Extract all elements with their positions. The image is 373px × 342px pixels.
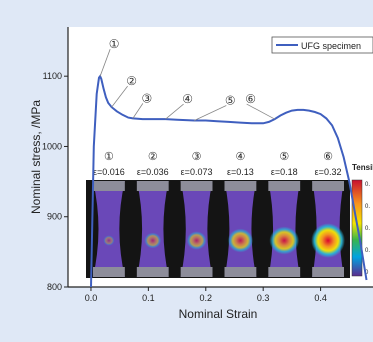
inset-panel-strain: ε=0.016 [93, 167, 125, 177]
specimen-body [93, 181, 125, 277]
inset-panel-number: ⑥ [323, 151, 333, 163]
strain-map-panel [136, 181, 169, 277]
inset-panel-strain: ε=0.036 [137, 167, 169, 177]
inset-panel-number: ② [148, 151, 158, 163]
strain-map-inset: ① ε=0.016 ② ε=0.036 ③ ε=0.073 ④ ε=0.13 ⑤ ε=0.18 ⑥ ε… [86, 151, 350, 278]
specimen-grip-bottom [224, 267, 257, 277]
inset-background [86, 180, 350, 278]
specimen-grip-top [93, 181, 125, 191]
strain-map-panel [180, 181, 213, 277]
y-axis-label: Nominal stress, /MPa [29, 100, 43, 214]
x-ticks: 0.0 0.1 0.2 0.3 0.4 [85, 287, 327, 303]
specimen-grip-bottom [312, 267, 344, 277]
colorbar-tick-label: 0. [365, 248, 370, 254]
specimen-grip-bottom [180, 267, 213, 277]
inset-panel-strain: ε=0.18 [271, 167, 298, 177]
colorbar-tick-label: 0. [365, 182, 370, 188]
strain-map-panel [93, 181, 125, 277]
legend-box [271, 36, 373, 54]
annotation-marker: ① [109, 37, 120, 51]
y-tick-label: 900 [47, 212, 62, 222]
strain-hotspot [103, 235, 115, 246]
inset-panel-strain: ε=0.32 [315, 167, 342, 177]
annotation-leader [194, 105, 227, 121]
colorbar-title: Tensile strain [352, 163, 373, 172]
annotation-marker: ③ [141, 91, 152, 105]
x-tick-label: 0.3 [257, 293, 270, 303]
x-tick-label: 0.0 [85, 293, 98, 303]
specimen-grip-bottom [136, 267, 169, 277]
inset-panel-number: ④ [235, 151, 245, 163]
colorbar-tick-label: 0. [365, 226, 370, 232]
x-tick-label: 0.4 [314, 293, 327, 303]
y-tick-label: 1100 [43, 71, 62, 81]
strain-hotspot [186, 231, 207, 250]
inset-panel-strain: ε=0.073 [181, 167, 213, 177]
specimen-grip-top [312, 181, 344, 191]
inset-panel-number: ③ [192, 151, 202, 163]
curve-annotations: ① ②③ ④ ⑤ ⑥ [99, 37, 275, 121]
y-ticks: 800 900 1000 1100 [42, 71, 68, 292]
strain-map-panel [311, 181, 346, 277]
x-tick-label: 0.2 [200, 293, 213, 303]
annotation-leader [246, 103, 275, 120]
specimen-grip-bottom [268, 267, 301, 277]
specimen-body [180, 181, 213, 277]
legend: UFG specimen [271, 36, 373, 54]
y-tick-label: 1000 [42, 141, 62, 151]
strain-hotspot [144, 232, 162, 249]
specimen-grip-top [224, 181, 257, 191]
annotation-leader [132, 103, 144, 119]
series-line-ufg-specimen [90, 74, 368, 287]
legend-entry: UFG specimen [301, 41, 361, 51]
annotation-marker: ② [126, 74, 137, 88]
annotation-marker: ④ [182, 92, 193, 106]
annotation-leader [165, 103, 184, 120]
specimen-grip-bottom [93, 267, 125, 277]
specimen-grip-top [180, 181, 213, 191]
y-tick-label: 800 [47, 282, 62, 292]
annotation-marker: ⑤ [225, 93, 236, 107]
specimen-body [136, 181, 169, 277]
inset-panel-number: ① [104, 151, 114, 163]
x-axis-label: Nominal Strain [179, 307, 258, 321]
strain-hotspot [311, 223, 346, 258]
annotation-leader [111, 85, 128, 108]
strain-map-panel [224, 181, 257, 277]
x-tick-label: 0.1 [142, 293, 155, 303]
colorbar-tick-label: 0 [365, 270, 369, 276]
specimen-grip-top [136, 181, 169, 191]
inset-panel-strain: ε=0.13 [227, 167, 254, 177]
strain-map-panel [268, 181, 301, 277]
strain-hotspot [269, 226, 300, 255]
colorbar-tick-label: 0. [365, 204, 370, 210]
annotation-leader [99, 49, 111, 77]
annotation-marker: ⑥ [245, 92, 256, 106]
inset-panel-number: ⑤ [279, 151, 289, 163]
strain-hotspot [227, 228, 254, 253]
specimen-grip-top [268, 181, 301, 191]
